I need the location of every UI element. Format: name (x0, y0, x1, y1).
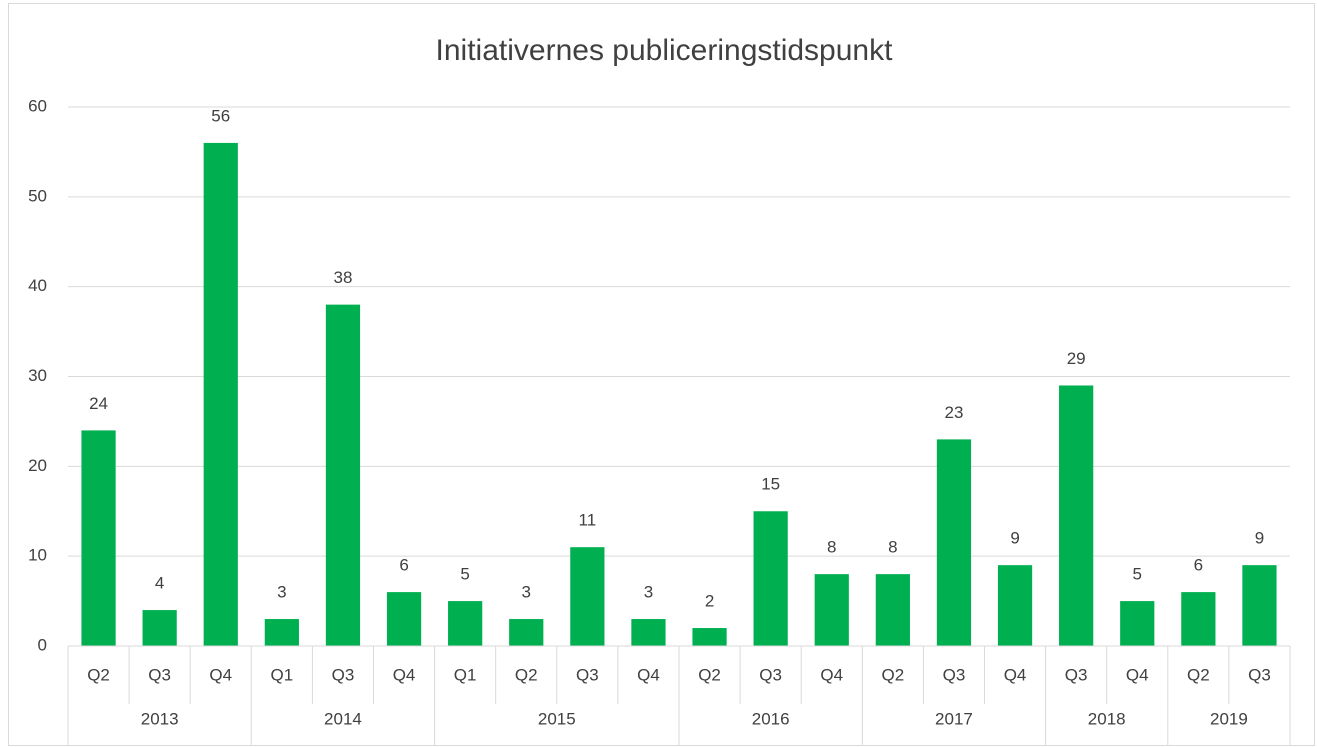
bar (753, 511, 788, 646)
x-tick-label: Q4 (1004, 665, 1027, 684)
data-label: 4 (155, 574, 164, 593)
group-label: 2016 (752, 709, 790, 728)
y-tick-label: 30 (28, 366, 47, 385)
x-tick-label: Q3 (576, 665, 599, 684)
bar (875, 574, 910, 646)
bar (509, 619, 544, 646)
x-tick-label: Q3 (759, 665, 782, 684)
data-label: 5 (1133, 565, 1142, 584)
y-tick-label: 60 (28, 96, 47, 115)
data-label: 3 (522, 583, 531, 602)
x-tick-label: Q1 (271, 665, 294, 684)
data-label: 56 (211, 106, 230, 125)
x-tick-label: Q2 (1187, 665, 1210, 684)
x-tick-label: Q2 (698, 665, 721, 684)
bar (692, 628, 727, 646)
x-tick-label: Q3 (332, 665, 355, 684)
data-label: 24 (89, 394, 108, 413)
data-label: 23 (944, 403, 963, 422)
bar (997, 565, 1033, 646)
bar (264, 619, 299, 646)
data-label: 5 (460, 565, 469, 584)
data-label: 8 (827, 538, 836, 557)
x-tick-label: Q2 (87, 665, 110, 684)
data-label: 8 (888, 538, 897, 557)
group-label: 2017 (935, 709, 973, 728)
x-tick-label: Q4 (637, 665, 660, 684)
data-label: 15 (761, 475, 780, 494)
x-tick-label: Q3 (1248, 665, 1271, 684)
bar (142, 610, 177, 646)
y-tick-label: 0 (38, 635, 47, 654)
x-tick-label: Q4 (820, 665, 843, 684)
bar (1120, 601, 1155, 646)
data-label: 38 (333, 268, 352, 287)
data-label: 6 (399, 556, 408, 575)
bar (1181, 592, 1216, 646)
x-tick-label: Q3 (943, 665, 966, 684)
y-tick-label: 40 (28, 276, 47, 295)
group-label: 2018 (1088, 709, 1126, 728)
data-label: 2 (705, 592, 714, 611)
x-tick-label: Q4 (393, 665, 416, 684)
x-tick-label: Q4 (1126, 665, 1149, 684)
bar (1059, 385, 1094, 646)
y-tick-label: 20 (28, 456, 47, 475)
group-label: 2019 (1210, 709, 1248, 728)
x-tick-label: Q2 (882, 665, 905, 684)
bar (448, 601, 483, 646)
data-label: 3 (644, 583, 653, 602)
data-label: 9 (1010, 529, 1019, 548)
y-tick-label: 10 (28, 546, 47, 565)
bar (631, 619, 666, 646)
data-label: 9 (1255, 529, 1264, 548)
bar (81, 430, 116, 646)
bar (1242, 565, 1277, 646)
group-label: 2015 (538, 709, 576, 728)
x-tick-label: Q3 (148, 665, 171, 684)
group-label: 2014 (324, 709, 362, 728)
y-tick-label: 50 (28, 186, 47, 205)
bar (203, 142, 238, 646)
bar (570, 547, 605, 646)
data-label: 3 (277, 583, 286, 602)
x-tick-label: Q3 (1065, 665, 1088, 684)
x-tick-label: Q1 (454, 665, 477, 684)
data-label: 6 (1194, 556, 1203, 575)
bar (325, 304, 361, 646)
data-label: 29 (1067, 349, 1086, 368)
bar (814, 574, 849, 646)
group-label: 2013 (141, 709, 179, 728)
bar (936, 439, 972, 646)
bar (386, 592, 422, 646)
x-tick-label: Q4 (209, 665, 232, 684)
x-tick-label: Q2 (515, 665, 538, 684)
data-label: 11 (579, 511, 597, 530)
chart-title: Initiativernes publiceringstidspunkt (436, 34, 894, 67)
